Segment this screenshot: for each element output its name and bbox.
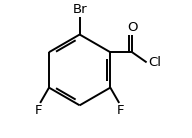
Text: F: F xyxy=(35,104,43,117)
Text: O: O xyxy=(127,21,138,34)
Text: Br: Br xyxy=(72,3,87,16)
Text: F: F xyxy=(117,104,124,117)
Text: Cl: Cl xyxy=(148,56,161,69)
